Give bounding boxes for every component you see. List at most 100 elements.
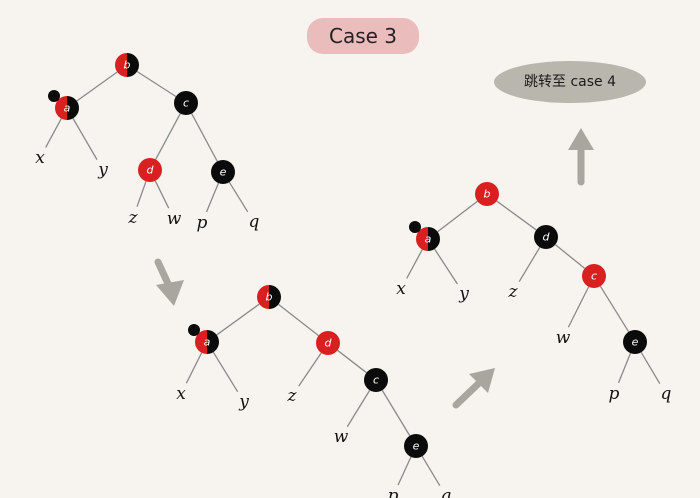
edge-a-x (185, 352, 203, 384)
node-d: d (316, 331, 340, 355)
edge-e-p (397, 456, 412, 486)
tree-after-recolor: b a d x y z c w e p q (396, 182, 672, 404)
tree-before: b a c x y d e z w p q (35, 53, 260, 233)
node-e-label: e (413, 440, 420, 453)
edge-d-c (554, 244, 586, 269)
node-d-circle (138, 158, 162, 182)
edge-c-d (155, 113, 181, 160)
edge-b-a (437, 200, 478, 233)
leaf-z: z (128, 208, 139, 228)
node-c: c (174, 91, 198, 115)
arrow-down-head (156, 280, 184, 306)
leaf-x: x (396, 279, 406, 299)
node-b-circle (475, 182, 499, 206)
node-b-label: b (266, 291, 273, 304)
leaf-y: y (238, 392, 249, 412)
leaf-z: z (287, 386, 298, 406)
node-e-circle (623, 330, 647, 354)
leaf-p: p (609, 384, 620, 404)
node-b-label: b (484, 188, 491, 201)
node-a-red-half (55, 96, 67, 120)
node-c: c (582, 264, 606, 288)
node-e-circle (211, 160, 235, 184)
node-c-label: c (591, 270, 597, 283)
node-a: a (409, 221, 440, 251)
node-a-black-half (67, 96, 79, 120)
node-c-circle (174, 91, 198, 115)
node-b-black-half (269, 285, 281, 309)
node-d-circle (316, 331, 340, 355)
edge-d-z (136, 181, 147, 207)
node-b: b (475, 182, 499, 206)
edge-d-w (154, 180, 170, 209)
badge-text: 跳转至 case 4 (524, 74, 616, 90)
edge-b-d (278, 303, 319, 337)
arrow-up-head (568, 128, 594, 150)
edge-c-e (599, 285, 630, 333)
node-e: e (404, 434, 428, 458)
node-a: a (188, 324, 219, 354)
node-c-label: c (183, 97, 189, 110)
edge-c-e (191, 113, 218, 162)
node-c-circle (582, 264, 606, 288)
edge-e-q (640, 351, 661, 385)
node-d-label: d (147, 164, 155, 177)
edge-a-x (45, 118, 62, 148)
extra-black-dot (409, 221, 421, 233)
node-e: e (211, 160, 235, 184)
node-a-black-half (428, 227, 440, 251)
tree-after-rotation: b a d x y z c w e p q (176, 285, 452, 498)
node-a-black-half (207, 330, 219, 354)
edge-e-p (205, 182, 220, 213)
node-c: c (364, 368, 388, 392)
edge-a-y (72, 118, 98, 160)
node-c-circle (364, 368, 388, 392)
edge-d-z (518, 246, 541, 283)
leaf-x: x (176, 384, 186, 404)
node-e-circle (404, 434, 428, 458)
node-a-red-half (195, 330, 207, 354)
edge-a-y (434, 248, 458, 285)
leaf-y: y (97, 160, 108, 180)
node-e-label: e (632, 336, 639, 349)
edge-d-z (298, 352, 322, 387)
node-b-red-half (257, 285, 269, 309)
arrow-diagonal-head (469, 368, 495, 393)
leaf-w: w (167, 209, 182, 229)
edge-e-q (421, 455, 441, 487)
edge-e-q (228, 181, 249, 213)
leaf-x: x (35, 148, 45, 168)
node-e-label: e (220, 166, 227, 179)
leaf-w: w (556, 328, 571, 348)
title-text: Case 3 (329, 24, 397, 48)
title-banner: Case 3 (307, 18, 419, 54)
node-a-label: a (64, 102, 71, 115)
node-b-red-half (115, 53, 127, 77)
node-a-label: a (425, 233, 432, 246)
node-a-label: a (204, 336, 211, 349)
edge-a-y (212, 351, 239, 393)
edge-b-a (76, 71, 118, 102)
arrow-diagonal-shaft (452, 380, 482, 409)
leaf-z: z (508, 282, 519, 302)
node-d: d (138, 158, 162, 182)
edge-c-e (381, 389, 411, 437)
node-b-label: b (124, 59, 131, 72)
edge-e-p (617, 352, 632, 384)
leaf-p: p (197, 213, 208, 233)
extra-black-dot (48, 90, 60, 102)
edge-c-w (567, 286, 590, 328)
arrow-up (568, 128, 594, 186)
leaf-y: y (458, 284, 469, 304)
edge-a-x (406, 249, 423, 279)
leaf-q: q (661, 384, 672, 404)
arrow-down (154, 258, 184, 306)
edge-b-c (136, 70, 177, 98)
node-d-circle (534, 225, 558, 249)
node-d-label: d (543, 231, 551, 244)
leaf-w: w (334, 427, 349, 447)
leaf-q: q (249, 212, 260, 232)
node-b-black-half (127, 53, 139, 77)
edge-b-a (216, 303, 260, 336)
